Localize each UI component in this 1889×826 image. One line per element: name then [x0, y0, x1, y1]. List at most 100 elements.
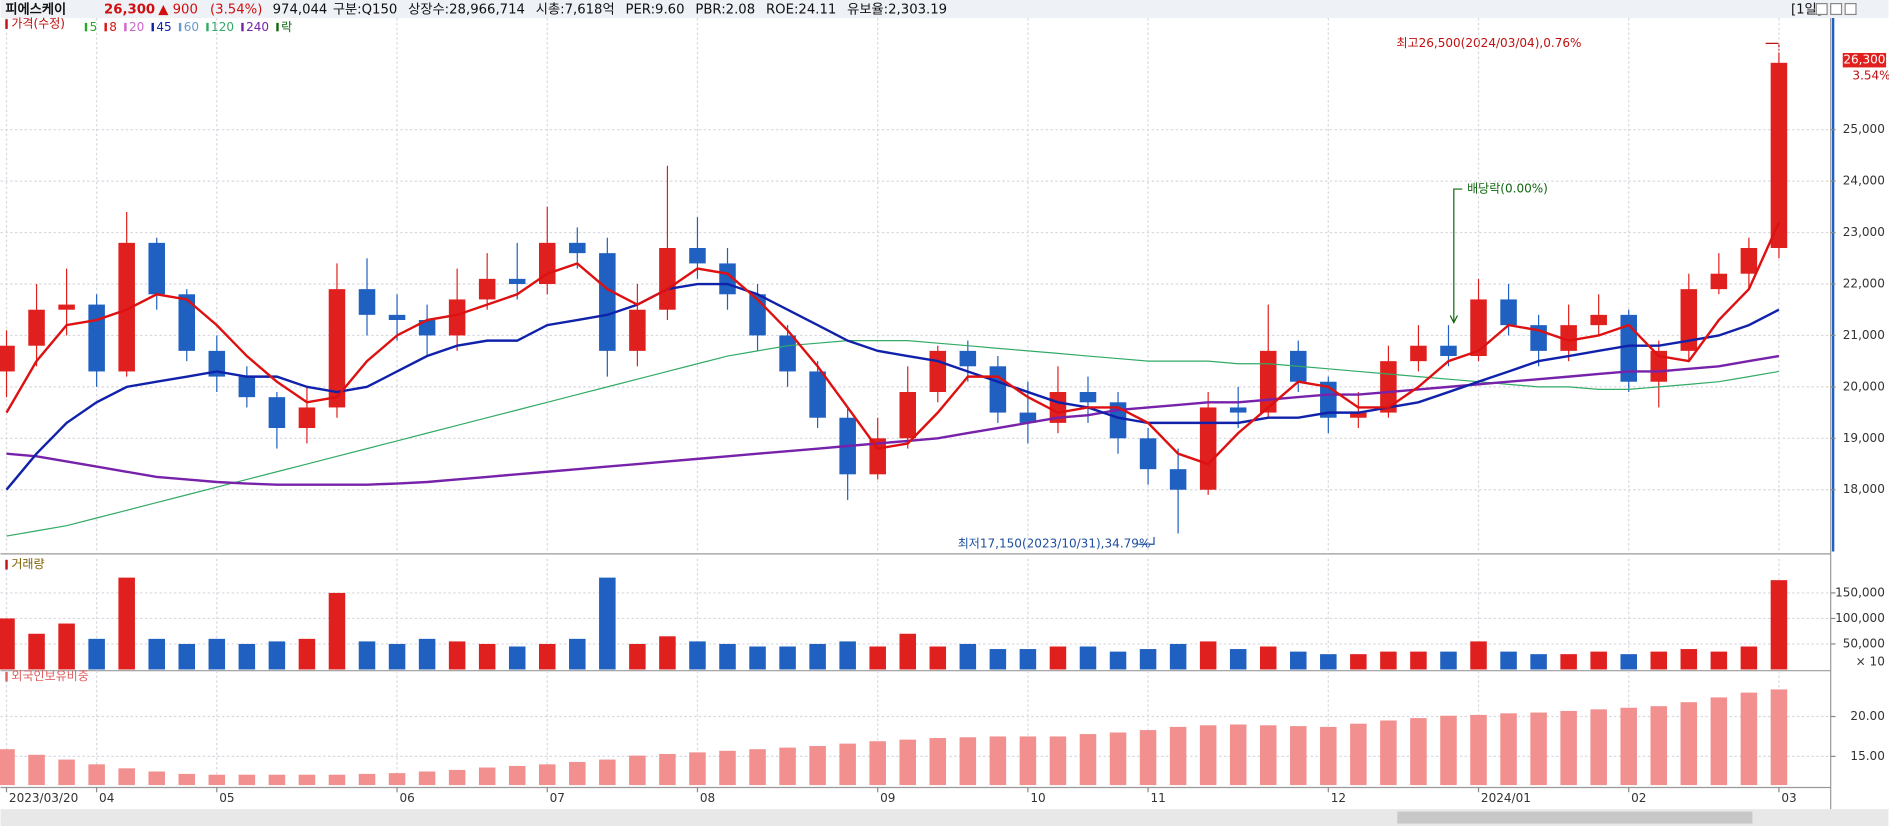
period[interactable]: [1일]	[1791, 2, 1822, 18]
x-tick-label: 2023/03/20	[9, 791, 78, 805]
bar	[358, 773, 376, 786]
close-button[interactable]	[1844, 3, 1857, 16]
bar	[599, 577, 616, 670]
bar	[839, 743, 856, 786]
candle-body	[659, 247, 676, 310]
candle-body	[508, 278, 526, 284]
bar	[1320, 654, 1337, 670]
ma-line	[5, 221, 1781, 466]
candle-body	[1259, 350, 1277, 413]
x-tick-label: 08	[700, 791, 715, 805]
bar	[1410, 718, 1427, 786]
bar	[989, 649, 1007, 670]
bar	[268, 774, 286, 786]
y-tick-label: 23,000	[1843, 225, 1885, 239]
bar	[749, 646, 766, 670]
legend-swatch	[151, 22, 154, 32]
high-arrow	[1765, 42, 1780, 51]
bar	[1199, 641, 1217, 670]
bar	[88, 638, 105, 670]
info-item: 구분:Q150	[333, 3, 398, 18]
high-annotation: 최고26,500(2024/03/04),0.76%	[1396, 36, 1581, 50]
min-button[interactable]	[1815, 3, 1828, 16]
legend-swatch	[84, 22, 88, 32]
bar	[1350, 654, 1367, 670]
bar	[508, 765, 526, 786]
bar	[88, 764, 105, 786]
last-price-box	[1842, 52, 1887, 68]
candle-body	[118, 242, 135, 372]
max-button[interactable]	[1830, 3, 1843, 16]
bar	[208, 638, 226, 670]
bar	[1560, 654, 1577, 670]
y-tick-label: 25,000	[1843, 122, 1885, 136]
x-tick-label: 07	[550, 791, 565, 805]
x-tick-label: 09	[880, 791, 895, 805]
candle-body	[809, 371, 826, 418]
candle-body	[538, 242, 556, 284]
bar	[1530, 654, 1547, 670]
bar	[58, 623, 75, 670]
bar	[1019, 736, 1037, 786]
scroll-thumb[interactable]	[1397, 811, 1753, 824]
x-tick-label: 02	[1631, 791, 1646, 805]
candle-body	[1169, 469, 1187, 490]
bar	[448, 641, 466, 670]
bar	[508, 646, 526, 670]
y-tick-label: 20.00	[1850, 709, 1884, 723]
bar	[418, 638, 436, 670]
x-tick-label: 05	[219, 791, 234, 805]
candle-body	[989, 366, 1007, 413]
bar	[899, 633, 917, 670]
info-item: 시총:7,618억	[536, 2, 615, 18]
ma-line	[6, 354, 1780, 486]
legend-swatch	[206, 22, 209, 32]
bar	[599, 759, 616, 786]
bar	[779, 646, 796, 670]
bar	[1139, 649, 1157, 670]
y-tick-label: 22,000	[1843, 276, 1885, 290]
y-tick-label: 100,000	[1835, 611, 1885, 625]
panel-marker	[5, 19, 8, 29]
bar	[1530, 712, 1547, 786]
bar	[1620, 707, 1637, 786]
panel-title: 거래량	[11, 557, 44, 571]
bar	[328, 774, 346, 786]
candle-body	[1350, 412, 1367, 418]
candle-body	[178, 294, 196, 351]
y-tick-label: 18,000	[1843, 482, 1885, 496]
bar	[839, 641, 856, 670]
y-tick-label: 19,000	[1843, 431, 1885, 445]
bar	[629, 643, 646, 670]
bar	[1710, 697, 1728, 786]
legend-label: 5	[90, 20, 98, 34]
bar	[1109, 732, 1127, 786]
panel-title: 외국인보유비중	[11, 669, 88, 683]
candle-body	[1079, 392, 1097, 403]
bar	[929, 646, 947, 670]
y-tick-label: 20,000	[1843, 379, 1885, 393]
candle-body	[1410, 345, 1427, 362]
price: 26,300	[104, 3, 155, 18]
bar	[1109, 651, 1127, 670]
bar	[959, 643, 977, 670]
bar	[1590, 651, 1607, 670]
x-tick-label: 03	[1781, 791, 1796, 805]
bar	[1500, 713, 1517, 786]
bar	[148, 771, 165, 786]
bar	[1560, 710, 1577, 786]
legend-swatch	[124, 22, 127, 32]
x-tick-label: 04	[99, 791, 114, 805]
bar	[1410, 651, 1427, 670]
bar	[358, 641, 376, 670]
bar	[178, 643, 196, 670]
bar	[569, 638, 586, 670]
last-pct: 3.54%	[1852, 68, 1889, 82]
legend-label: 8	[109, 20, 117, 34]
candle-body	[929, 350, 947, 393]
info-item: 유보율:2,303.19	[847, 2, 947, 18]
change-pct: (3.54%)	[210, 3, 262, 18]
candle-body	[1740, 247, 1758, 274]
bar	[899, 739, 917, 786]
